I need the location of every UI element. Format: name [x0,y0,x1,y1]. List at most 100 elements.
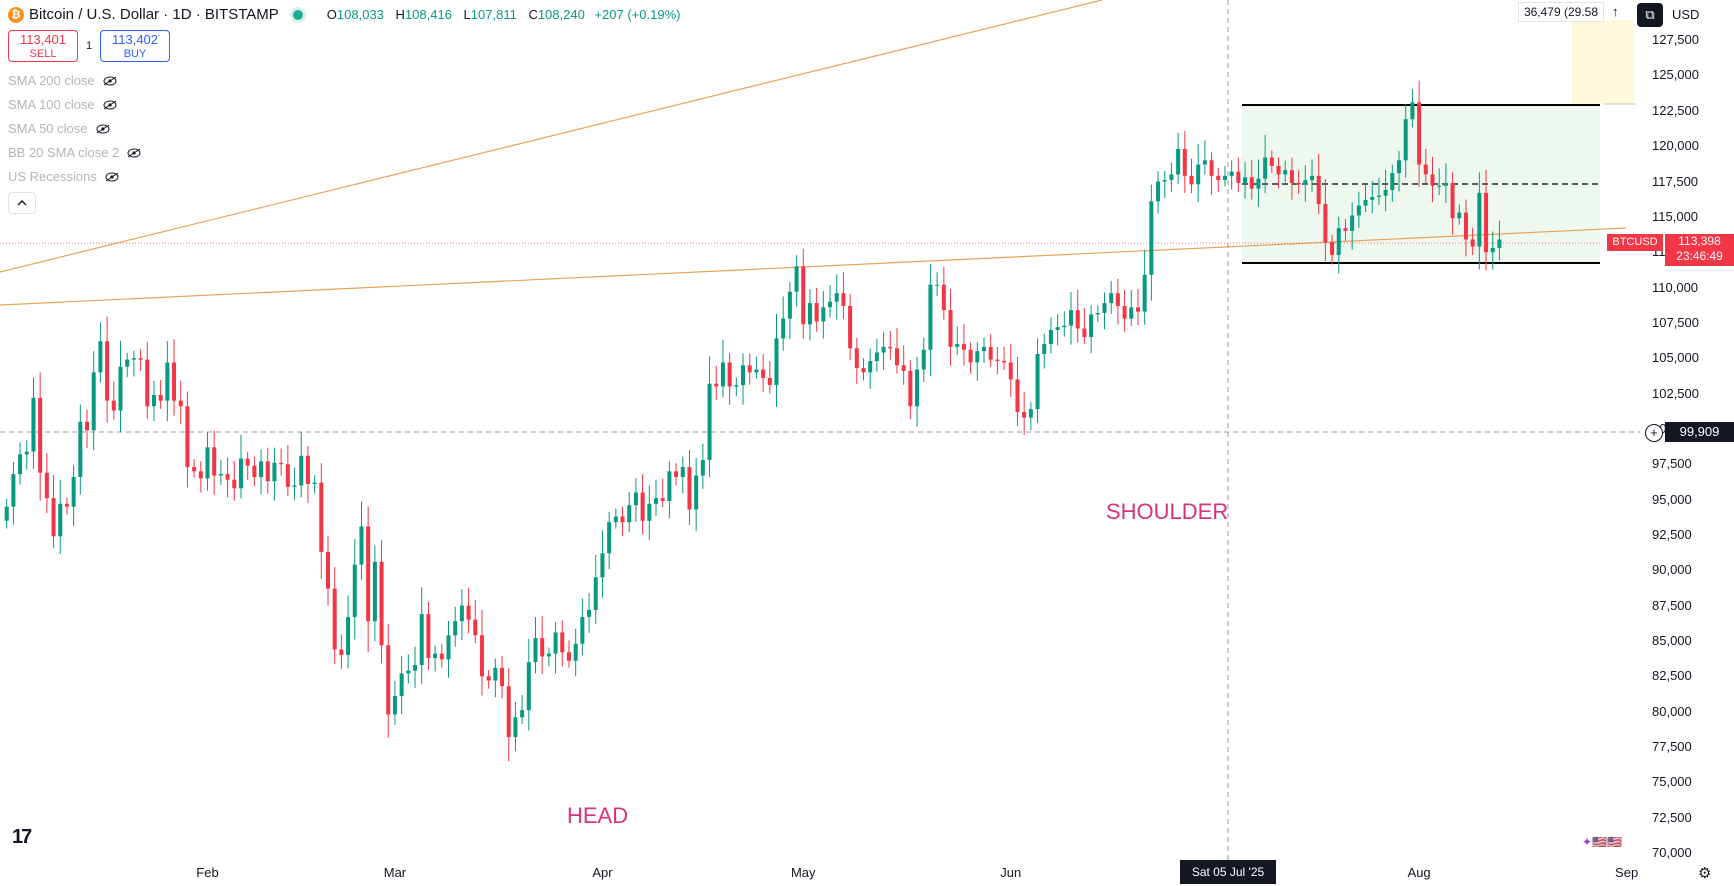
candle [1397,151,1402,192]
candle [1216,167,1221,192]
candle [881,331,886,371]
screenshot-button[interactable]: ⧉ [1637,3,1663,27]
candle [1330,234,1335,265]
sell-button[interactable]: 113,401 SELL [8,30,78,62]
candle [1082,308,1087,344]
arrow-up-icon[interactable]: ↑ [1612,4,1619,19]
candle-body [1356,205,1361,216]
add-alert-icon[interactable]: + [1645,424,1663,442]
head-annotation[interactable]: HEAD [567,803,629,828]
candle [1443,163,1448,203]
indicator-sma100[interactable]: SMA 100 close [8,97,117,112]
candle-body [580,616,585,644]
shoulder-annotation[interactable]: SHOULDER [1106,499,1229,524]
candle-body [807,303,812,325]
candle [1283,160,1288,183]
candle [506,667,511,762]
candle-body [734,385,739,387]
candle [18,442,23,485]
candle [988,334,993,368]
candle [1069,291,1074,345]
candle [941,266,946,320]
candle-body [225,474,230,480]
candle [921,337,926,382]
candle [901,345,906,385]
candle-body [1209,160,1214,176]
candle [781,296,786,351]
candle-body [955,344,960,347]
candle [580,598,585,656]
candle [834,274,839,320]
candle-body [988,346,993,360]
candle [700,443,705,490]
eye-hidden-icon[interactable] [105,172,119,182]
candle-body [587,609,592,617]
candle [1470,227,1475,256]
candle-body [479,635,484,677]
candle [647,485,652,541]
candle-body [1022,411,1027,418]
candle [1176,132,1181,184]
candle [828,284,833,318]
candle [299,432,304,498]
candle-body [727,362,732,387]
candle-body [1008,362,1013,380]
indicator-bb20[interactable]: BB 20 SMA close 2 [8,145,141,160]
price-tick-label: 95,000 [1652,491,1692,507]
candle [854,337,859,385]
candle-body [1069,310,1074,326]
candle-body [91,372,96,431]
candle [640,474,645,535]
low-value: 107,811 [470,7,517,22]
candle [546,647,551,667]
price-tick-label: 77,500 [1652,738,1692,754]
buy-button[interactable]: 113,402 BUY [100,30,170,62]
candle-body [31,397,36,452]
candle-body [848,305,853,349]
candle [1350,202,1355,250]
currency-selector[interactable]: USD [1672,7,1700,22]
gear-icon[interactable]: ⚙ [1698,865,1712,882]
candle [1269,150,1274,173]
candle-body [526,662,531,711]
candle-body [111,400,116,411]
eye-hidden-icon[interactable] [103,76,117,86]
candle [1323,179,1328,262]
candle [1109,280,1114,314]
candle-body [1222,175,1227,181]
candle [1202,140,1207,175]
candle-body [232,479,237,489]
candle [1376,177,1381,205]
candle-body [433,653,438,658]
tradingview-logo[interactable]: 17 [12,826,32,848]
indicator-sma50[interactable]: SMA 50 close [8,121,110,136]
eye-hidden-icon[interactable] [96,124,110,134]
indicator-us-recessions[interactable]: US Recessions [8,169,119,184]
candle-body [1156,181,1161,202]
candle [1430,156,1435,203]
eye-hidden-icon[interactable] [127,148,141,158]
candle-body [613,516,618,523]
candle-body [439,653,444,660]
price-tick-label: 102,500 [1652,385,1699,401]
candle [667,461,672,519]
collapse-legend-button[interactable] [8,192,36,214]
symbol-title[interactable]: Bitcoin / U.S. Dollar · 1D · BITSTAMP [29,6,279,23]
candle-body [145,359,150,407]
eye-hidden-icon[interactable] [103,100,117,110]
candle [1450,171,1455,235]
candle [741,353,746,405]
candle-body [1263,157,1268,179]
candle-body [198,471,203,479]
candle-body [1376,195,1381,198]
candle-body [647,503,652,521]
candle [1477,172,1482,270]
price-tick-label: 105,000 [1652,350,1699,366]
candle-body [1162,180,1167,182]
candle-body [1430,174,1435,186]
indicator-sma200[interactable]: SMA 200 close [8,73,117,88]
candle-body [1410,102,1415,120]
candle [178,380,183,424]
candle [185,391,190,488]
